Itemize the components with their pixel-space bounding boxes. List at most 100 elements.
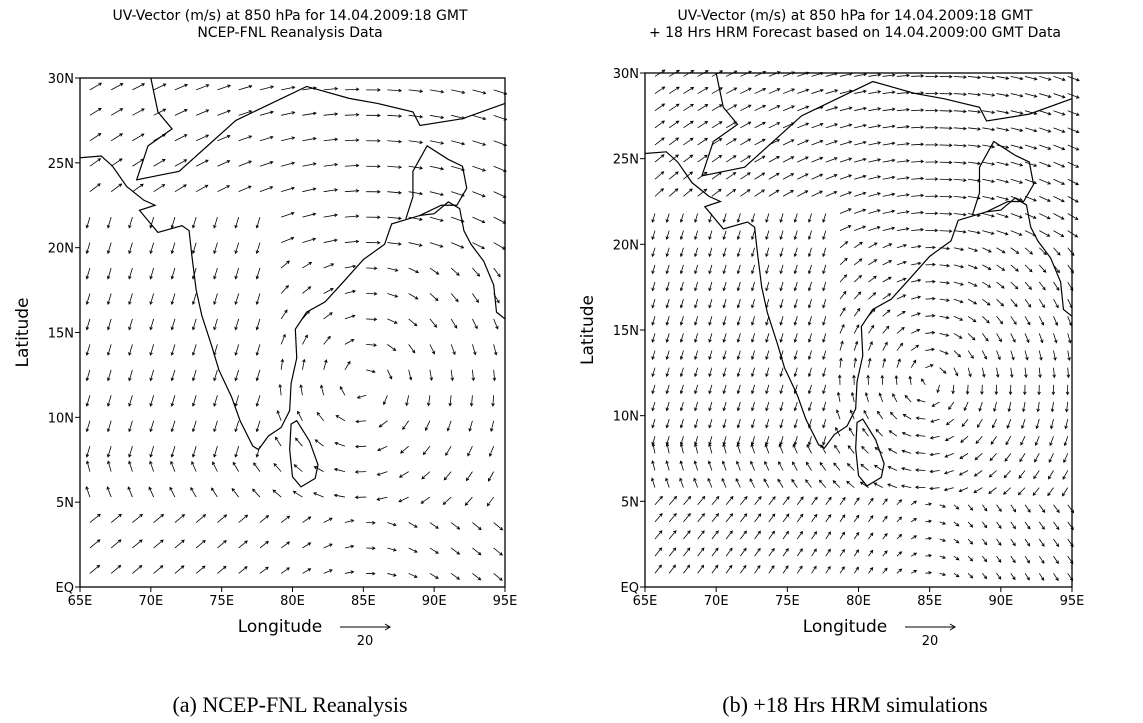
- wind-arrow: [836, 391, 841, 403]
- wind-arrow: [493, 344, 498, 356]
- wind-arrow: [792, 461, 798, 471]
- wind-arrow: [316, 411, 324, 421]
- wind-arrow: [751, 247, 755, 258]
- wind-arrow: [344, 264, 357, 269]
- wind-arrow: [925, 313, 936, 318]
- wind-arrow: [807, 384, 812, 395]
- y-tick-label: 5N: [56, 496, 74, 511]
- wind-arrow: [807, 316, 812, 326]
- wind-arrow: [238, 540, 248, 549]
- wind-arrow: [939, 521, 947, 525]
- wind-arrow: [89, 513, 101, 523]
- wind-arrow: [768, 71, 781, 77]
- wind-arrow: [344, 544, 355, 549]
- wind-arrow: [1010, 316, 1017, 326]
- wind-arrow: [697, 530, 705, 540]
- wind-arrow: [679, 436, 684, 446]
- wind-arrow: [996, 333, 1002, 343]
- wind-arrow: [132, 513, 144, 523]
- wind-arrow: [765, 436, 770, 446]
- wind-arrow: [736, 436, 741, 446]
- wind-arrow: [1053, 298, 1059, 309]
- wind-arrow: [782, 71, 796, 77]
- wind-arrow: [488, 446, 495, 457]
- wind-arrow: [982, 504, 988, 512]
- wind-arrow: [1067, 504, 1075, 514]
- wind-arrow: [213, 369, 218, 382]
- wind-arrow: [1010, 144, 1024, 150]
- wind-arrow: [195, 184, 209, 193]
- wind-arrow: [467, 446, 473, 457]
- wind-arrow: [238, 160, 253, 167]
- wind-arrow: [853, 357, 858, 368]
- wind-arrow: [429, 318, 438, 328]
- wind-arrow: [679, 264, 684, 275]
- wind-arrow: [782, 547, 789, 557]
- wind-arrow: [807, 213, 812, 223]
- wind-arrow: [853, 514, 860, 523]
- panel-title: UV-Vector (m/s) at 850 hPa for 14.04.200…: [112, 8, 467, 24]
- wind-arrow: [868, 275, 877, 283]
- wind-arrow: [751, 230, 755, 241]
- wind-arrow: [493, 242, 506, 250]
- wind-arrow: [408, 547, 418, 553]
- wind-arrow: [953, 143, 967, 148]
- wind-arrow: [740, 530, 747, 540]
- wind-arrow: [882, 325, 890, 334]
- wind-arrow: [725, 172, 737, 180]
- wind-arrow: [354, 444, 367, 449]
- wind-arrow: [472, 573, 482, 581]
- wind-arrow: [253, 462, 261, 472]
- wind-arrow: [973, 487, 983, 494]
- wind-arrow: [1019, 453, 1026, 463]
- wind-arrow: [854, 241, 863, 249]
- wind-arrow: [382, 395, 388, 406]
- wind-arrow: [911, 261, 922, 266]
- wind-arrow: [882, 532, 888, 540]
- wind-arrow: [377, 445, 388, 452]
- wind-arrow: [779, 213, 784, 223]
- wind-arrow: [387, 216, 402, 221]
- wind-arrow: [255, 395, 261, 407]
- wind-arrow: [217, 109, 231, 116]
- wind-arrow: [735, 477, 741, 488]
- wind-arrow: [846, 480, 855, 488]
- wind-arrow: [387, 190, 402, 195]
- wind-arrow: [1034, 453, 1040, 463]
- wind-arrow: [1039, 127, 1052, 133]
- wind-arrow: [1010, 161, 1024, 167]
- wind-arrow: [450, 573, 461, 580]
- wind-arrow: [106, 293, 112, 306]
- wind-arrow: [901, 449, 912, 454]
- wind-arrow: [711, 564, 719, 574]
- wind-arrow: [722, 401, 727, 412]
- wind-arrow: [1024, 110, 1038, 116]
- wind-arrow: [651, 299, 656, 309]
- wind-arrow: [1010, 367, 1014, 379]
- wind-arrow: [953, 538, 960, 544]
- wind-arrow: [191, 420, 197, 433]
- wind-arrow: [973, 470, 983, 477]
- wind-arrow: [429, 191, 444, 197]
- wind-arrow: [1067, 127, 1080, 134]
- wind-arrow: [1039, 178, 1052, 185]
- wind-arrow: [948, 401, 955, 410]
- wind-arrow: [85, 242, 91, 255]
- wind-arrow: [654, 530, 663, 540]
- wind-arrow: [811, 88, 824, 94]
- wind-arrow: [736, 350, 741, 360]
- wind-arrow: [967, 538, 974, 545]
- wind-arrow: [128, 318, 133, 331]
- wind-arrow: [694, 247, 699, 258]
- wind-arrow: [850, 391, 855, 403]
- wind-arrow: [651, 436, 656, 446]
- wind-arrow: [779, 401, 784, 412]
- wind-arrow: [839, 72, 853, 77]
- wind-arrow: [896, 90, 910, 95]
- wind-arrow: [344, 138, 360, 142]
- wind-arrow: [191, 395, 197, 407]
- y-axis-label: Latitude: [578, 295, 598, 365]
- wind-arrow: [968, 110, 982, 114]
- wind-arrow: [451, 114, 466, 120]
- reference-label: 20: [357, 634, 374, 649]
